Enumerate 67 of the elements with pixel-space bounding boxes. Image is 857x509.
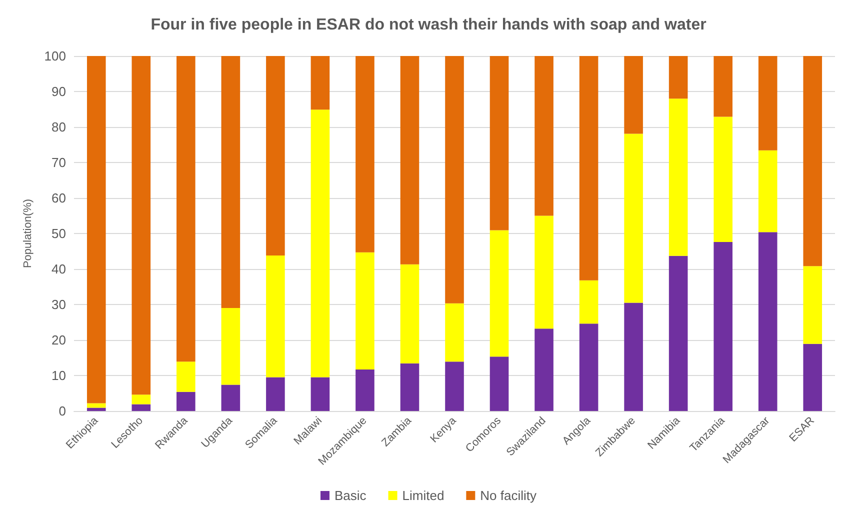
- bar: [534, 216, 554, 329]
- bar: [310, 377, 330, 411]
- y-tick-label: 80: [52, 120, 66, 134]
- bar: [86, 403, 106, 408]
- bar: [221, 308, 240, 385]
- y-tick-label: 0: [58, 404, 66, 418]
- y-tick-label: 90: [52, 84, 66, 99]
- bar: [266, 377, 285, 411]
- bar: [86, 56, 106, 404]
- bar: [803, 344, 822, 411]
- y-tick-label: 10: [52, 368, 66, 383]
- bar: [714, 116, 732, 242]
- bar: [310, 110, 330, 378]
- bar: [758, 150, 778, 232]
- y-tick-label: 40: [52, 262, 66, 276]
- y-tick-label: 70: [52, 155, 66, 170]
- bar: [490, 356, 509, 411]
- bar: [400, 363, 420, 411]
- bar: [668, 98, 688, 256]
- bar: [221, 384, 240, 411]
- bar: [668, 256, 688, 411]
- bar: [445, 362, 464, 411]
- bar: [758, 232, 778, 411]
- bar: [579, 280, 598, 324]
- bar: [132, 404, 151, 411]
- bar: [534, 328, 554, 411]
- bar: [356, 56, 374, 252]
- bar: [803, 56, 822, 266]
- y-tick-label: 30: [52, 297, 66, 312]
- bar: [758, 56, 778, 150]
- bar: [579, 56, 598, 280]
- bar: [310, 56, 330, 110]
- bar: [579, 324, 598, 411]
- bar: [400, 264, 420, 364]
- chart-title: Four in five people in ESAR do not wash their hands with soap and water: [150, 16, 706, 34]
- bar: [624, 134, 643, 303]
- legend-label: No facility: [480, 488, 538, 503]
- bar: [490, 56, 509, 230]
- bar: [534, 56, 554, 216]
- bar: [266, 256, 285, 378]
- legend-label: Basic: [334, 488, 367, 503]
- bar: [445, 303, 464, 362]
- bar: [176, 362, 196, 392]
- bar: [714, 242, 732, 411]
- y-tick-label: 20: [52, 332, 66, 348]
- bar: [714, 56, 732, 117]
- bar: [400, 56, 420, 264]
- bar: [86, 408, 106, 411]
- legend-label: Limited: [402, 488, 444, 503]
- bar: [668, 56, 688, 99]
- bar: [266, 56, 285, 256]
- bar: [132, 394, 151, 404]
- y-tick-label: 100: [44, 48, 66, 64]
- y-tick-label: 50: [52, 226, 66, 241]
- y-axis-title: Population(%): [22, 198, 34, 268]
- bar: [221, 56, 240, 308]
- bar: [176, 392, 196, 411]
- bar: [356, 252, 374, 370]
- bar: [490, 230, 509, 357]
- y-tick-label: 60: [52, 190, 66, 206]
- bar: [356, 369, 374, 411]
- bar: [176, 56, 196, 362]
- bar: [445, 56, 464, 304]
- bar: [803, 266, 822, 344]
- bar: [624, 302, 643, 411]
- bar: [132, 56, 151, 395]
- bar: [624, 56, 643, 134]
